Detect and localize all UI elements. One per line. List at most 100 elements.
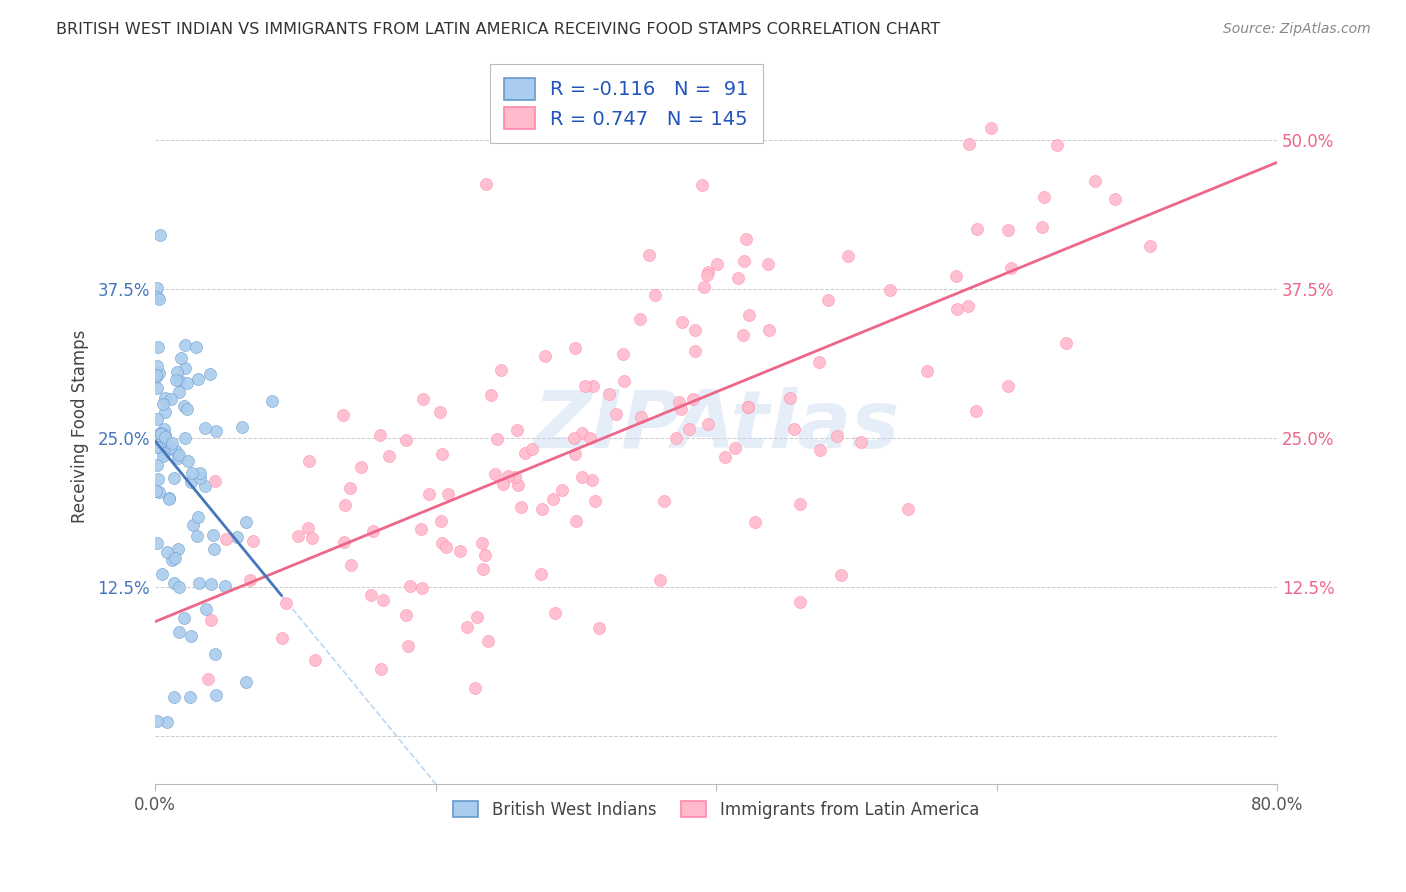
Point [148,472,170,486]
Point [271,631,294,645]
Point [176,376,198,390]
Point [474,548,496,562]
Point [339,558,361,572]
Point [714,450,737,465]
Point [160,392,183,406]
Point [783,422,806,436]
Point [195,602,218,616]
Point [697,417,720,432]
Point [418,486,440,500]
Point [574,379,596,393]
Point [915,364,938,378]
Point [173,611,195,625]
Point [879,283,901,297]
Point [1054,336,1077,351]
Point [506,423,529,437]
Point [1031,220,1053,235]
Point [409,522,432,536]
Point [945,268,967,283]
Point [735,232,758,246]
Point [412,392,434,407]
Point [588,621,610,635]
Point [180,466,202,480]
Point [530,502,553,516]
Point [152,397,174,411]
Point [153,405,176,419]
Point [430,536,453,550]
Point [304,653,326,667]
Point [966,222,988,236]
Point [583,493,606,508]
Point [363,524,385,538]
Point [159,441,181,455]
Point [395,433,418,447]
Point [652,494,675,508]
Point [156,714,179,729]
Point [484,467,506,482]
Point [145,484,167,499]
Point [564,341,586,355]
Point [146,411,169,425]
Point [150,566,173,581]
Point [153,445,176,459]
Point [1046,137,1069,152]
Point [156,545,179,559]
Point [148,292,170,306]
Point [176,402,198,417]
Point [598,387,620,401]
Point [239,573,262,587]
Point [350,460,373,475]
Point [169,624,191,639]
Point [779,391,801,405]
Point [148,485,170,500]
Point [509,500,531,515]
Point [562,431,585,445]
Point [163,575,186,590]
Point [430,514,453,528]
Point [496,469,519,483]
Point [581,473,603,487]
Point [395,607,418,622]
Point [582,379,605,393]
Point [231,420,253,434]
Point [165,373,187,387]
Point [145,370,167,384]
Point [477,634,499,648]
Point [411,581,433,595]
Point [165,444,187,458]
Point [396,639,419,653]
Point [186,529,208,543]
Text: Source: ZipAtlas.com: Source: ZipAtlas.com [1223,22,1371,37]
Point [146,290,169,304]
Point [486,432,509,446]
Point [817,293,839,307]
Point [544,606,567,620]
Point [399,578,422,592]
Point [830,568,852,582]
Point [297,521,319,535]
Point [145,714,167,729]
Point [756,256,779,270]
Point [522,442,544,457]
Point [150,426,173,441]
Point [146,340,169,354]
Point [706,257,728,271]
Point [690,178,713,192]
Point [505,470,527,484]
Point [980,121,1002,136]
Point [204,647,226,661]
Point [807,355,830,369]
Point [377,449,399,463]
Point [475,178,498,192]
Point [1084,174,1107,188]
Point [160,553,183,567]
Point [301,531,323,545]
Point [200,613,222,627]
Point [605,407,627,421]
Point [744,515,766,529]
Point [613,374,636,388]
Point [429,404,451,418]
Point [188,471,211,485]
Point [678,422,700,436]
Point [173,399,195,413]
